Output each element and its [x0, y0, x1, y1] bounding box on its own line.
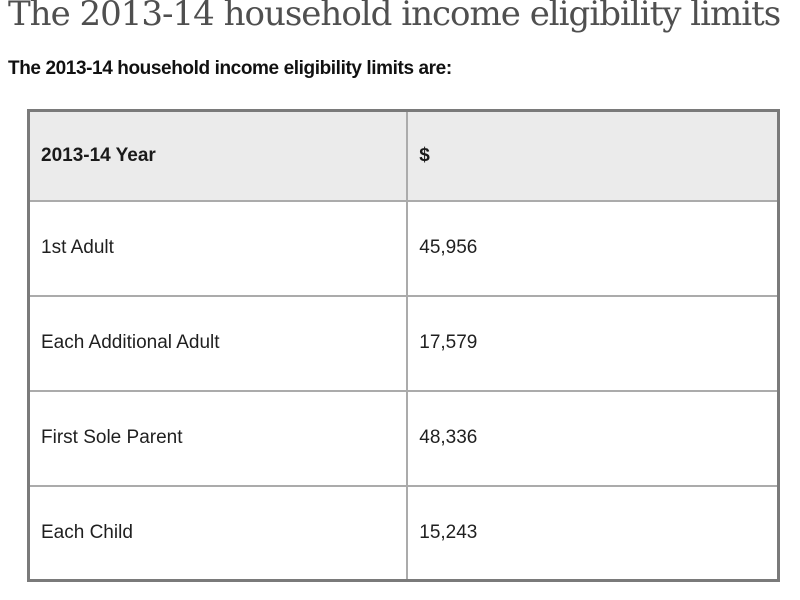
row-label: Each Child: [27, 484, 409, 582]
table-row: Each Child 15,243: [27, 484, 780, 582]
document-page: The 2013-14 household income eligibility…: [8, 0, 781, 583]
row-label: First Sole Parent: [27, 389, 409, 487]
intro-text: The 2013-14 household income eligibility…: [8, 58, 452, 80]
page-title: The 2013-14 household income eligibility…: [8, 0, 781, 34]
row-value: 48,336: [406, 389, 780, 487]
row-label: 1st Adult: [27, 199, 409, 297]
income-eligibility-table: 2013-14 Year $ 1st Adult 45,956 Each Add…: [27, 109, 780, 583]
row-value: 45,956: [406, 199, 780, 297]
column-header-amount: $: [406, 109, 780, 202]
row-label: Each Additional Adult: [27, 294, 409, 392]
table-header-row: 2013-14 Year $: [27, 109, 780, 202]
row-value: 17,579: [406, 294, 780, 392]
table-row: 1st Adult 45,956: [27, 199, 780, 297]
table-row: First Sole Parent 48,336: [27, 389, 780, 487]
table-row: Each Additional Adult 17,579: [27, 294, 780, 392]
column-header-year: 2013-14 Year: [27, 109, 409, 202]
row-value: 15,243: [406, 484, 780, 582]
